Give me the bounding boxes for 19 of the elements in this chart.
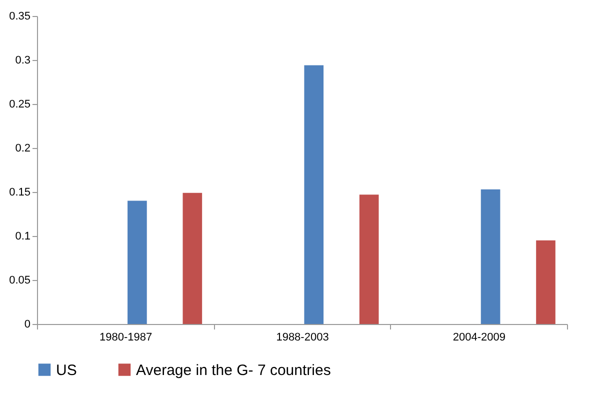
y-tick-label: 0.25 [9, 98, 30, 110]
y-tick-label: 0.35 [9, 10, 30, 22]
y-tick-label: 0.15 [9, 186, 30, 198]
bar [128, 200, 147, 324]
y-tick-label: 0.1 [15, 230, 30, 242]
y-tick-label: 0.2 [15, 142, 30, 154]
bar [182, 192, 202, 324]
bar [480, 189, 500, 324]
x-tick-label: 1980-1987 [100, 332, 152, 344]
y-tick-label: 0.05 [9, 274, 30, 286]
legend-label: US [56, 362, 77, 379]
bar [359, 194, 379, 324]
y-tick-label: 0.3 [15, 54, 30, 66]
x-tick-label: 2004-2009 [452, 332, 506, 344]
x-tick-label: 1988-2003 [276, 332, 329, 344]
legend-label: Average in the G- 7 countries [136, 362, 331, 379]
y-tick-label: 0 [24, 318, 30, 330]
bar [304, 65, 324, 324]
bar [536, 240, 556, 324]
